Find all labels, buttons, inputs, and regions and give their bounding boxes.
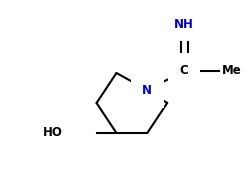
Text: Me: Me <box>222 65 242 78</box>
Text: C: C <box>180 65 188 78</box>
Text: NH: NH <box>174 19 194 31</box>
Text: HO: HO <box>43 126 63 139</box>
Text: N: N <box>142 84 152 97</box>
